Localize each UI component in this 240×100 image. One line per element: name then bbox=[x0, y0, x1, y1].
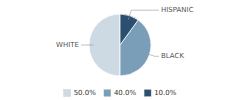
legend: 50.0% 40.0% 10.0% bbox=[64, 89, 177, 97]
slice-label: HISPANIC bbox=[161, 6, 194, 14]
leader-line bbox=[145, 53, 159, 56]
pie-slice bbox=[120, 14, 138, 45]
slice-label: WHITE bbox=[56, 41, 79, 49]
legend-swatch bbox=[144, 90, 151, 97]
legend-label: 10.0% bbox=[154, 89, 177, 97]
slice-label: BLACK bbox=[161, 52, 184, 60]
legend-swatch bbox=[64, 90, 71, 97]
chart: WHITE BLACK HISPANIC 50.0% 40.0% 10.0% bbox=[0, 0, 240, 100]
legend-swatch bbox=[104, 90, 111, 97]
leader-line bbox=[128, 10, 159, 20]
leader-line bbox=[81, 45, 94, 46]
pie bbox=[89, 14, 151, 76]
legend-label: 40.0% bbox=[114, 89, 137, 97]
legend-label: 50.0% bbox=[74, 89, 97, 97]
